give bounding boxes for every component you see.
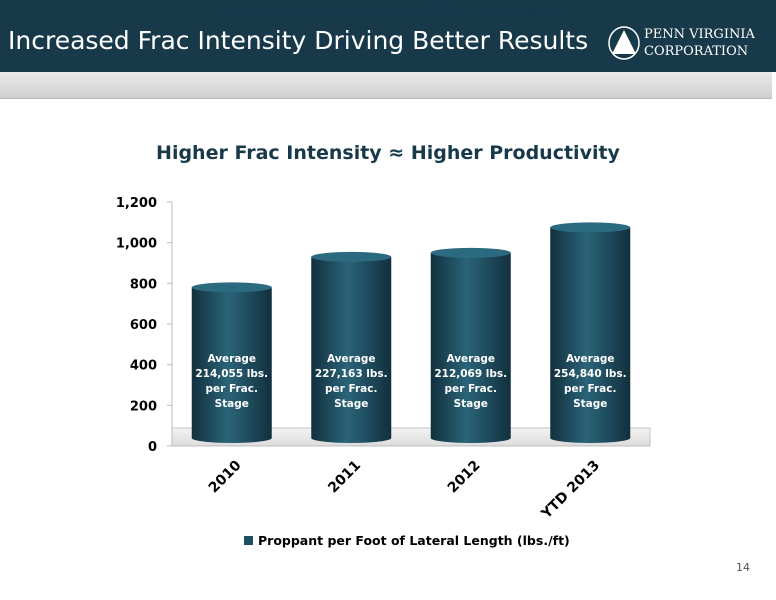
y-tick-label: 0 [148,440,157,455]
bar-body [311,256,392,443]
bar-data-label: per Frac. [325,383,377,395]
bar-data-label: Stage [454,398,488,410]
bar [430,247,511,443]
logo-line-2: CORPORATION [644,44,749,59]
bar-data-label: 227,163 lbs. [315,368,388,380]
logo-line-1: PENN VIRGINIA [644,27,755,42]
bar-data-label: per Frac. [206,383,258,395]
bar-data-label: 212,069 lbs. [434,368,507,380]
y-tick-label: 400 [130,359,157,374]
x-tick-label: 2012 [445,458,484,497]
x-tick-label: 2010 [206,457,245,496]
y-tick-label: 600 [130,318,157,333]
y-tick-label: 1,200 [116,196,157,211]
y-tick-label: 1,000 [116,237,157,252]
bar-body [191,287,272,443]
bar [311,251,392,443]
bar-data-label: 254,840 lbs. [554,368,627,380]
bar-data-label: per Frac. [564,383,616,395]
bar-top [430,247,511,258]
header-bar: Increased Frac Intensity Driving Better … [0,0,776,72]
page-number: 14 [736,561,750,574]
legend-swatch [244,536,253,545]
bar-data-label: Stage [573,398,607,410]
bar-data-label: 214,055 lbs. [195,368,268,380]
logo-text: PENN VIRGINIA CORPORATION [644,26,755,60]
logo-triangle-icon [608,26,640,60]
bar-top [191,282,272,293]
bar-top [550,222,631,233]
chart-title: Higher Frac Intensity ≈ Higher Productiv… [156,142,620,164]
page-title: Increased Frac Intensity Driving Better … [8,26,589,55]
bar-data-label: Stage [215,398,249,410]
bar-data-label: Average [327,353,376,365]
company-logo: PENN VIRGINIA CORPORATION [608,24,768,64]
y-tick-label: 800 [130,277,157,292]
bar [550,222,631,443]
bar-data-label: Average [207,353,256,365]
subtitle: Further Increases Expected Going Forward [219,4,557,20]
bar [191,282,272,443]
subtitle-bar [0,72,772,99]
bar-data-label: Average [446,353,495,365]
bar-body [550,227,631,443]
x-tick-label: 2011 [325,458,364,497]
bar-data-label: per Frac. [445,383,497,395]
bar-top [311,251,392,262]
y-tick-label: 200 [130,399,157,414]
legend-label: Proppant per Foot of Lateral Length (lbs… [258,533,570,548]
bar-data-label: Average [566,353,615,365]
bar-data-label: Stage [334,398,368,410]
bar-body [430,252,511,443]
x-tick-label: YTD 2013 [538,458,603,523]
